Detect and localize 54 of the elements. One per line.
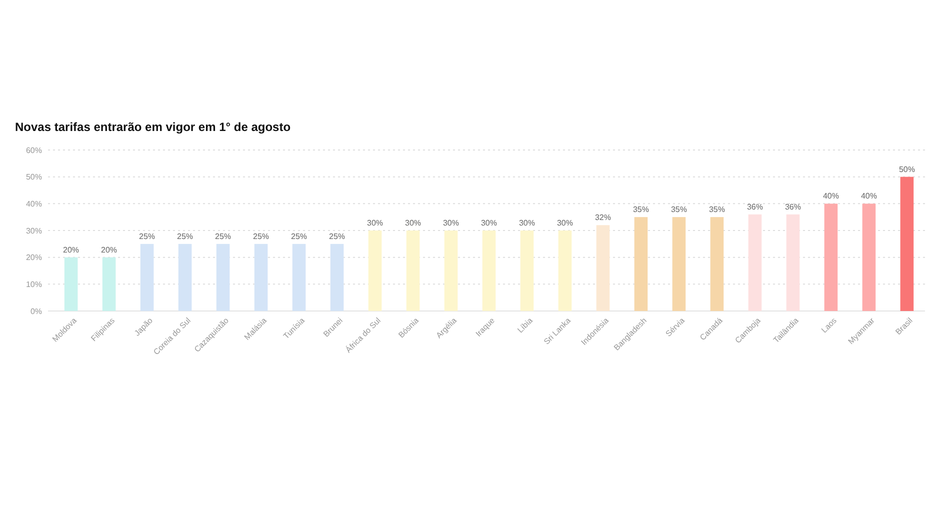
data-label: 36% bbox=[746, 202, 763, 212]
bar bbox=[558, 230, 572, 311]
bar bbox=[824, 204, 838, 311]
bar bbox=[102, 257, 116, 311]
data-label: 30% bbox=[556, 218, 573, 228]
bar bbox=[64, 257, 78, 311]
bar bbox=[862, 204, 876, 311]
bar bbox=[672, 217, 686, 311]
y-tick-label: 50% bbox=[26, 172, 42, 182]
data-label: 30% bbox=[442, 218, 460, 228]
bar bbox=[596, 225, 610, 311]
data-label: 25% bbox=[177, 232, 194, 241]
data-label: 20% bbox=[101, 245, 118, 254]
data-label: 30% bbox=[405, 218, 422, 228]
bar bbox=[406, 230, 420, 311]
data-label: 35% bbox=[670, 205, 687, 214]
bar bbox=[710, 217, 724, 311]
chart-title: Novas tarifas entrarão em vigor em 1° de agosto bbox=[15, 120, 291, 134]
data-label: 30% bbox=[518, 218, 536, 228]
data-label: 32% bbox=[594, 213, 611, 222]
y-tick-label: 60% bbox=[26, 146, 42, 155]
bar bbox=[368, 230, 382, 311]
data-label: 25% bbox=[253, 232, 270, 241]
y-tick-label: 10% bbox=[26, 280, 42, 289]
data-label: 36% bbox=[784, 202, 801, 212]
bar bbox=[520, 230, 534, 311]
data-label: 35% bbox=[708, 205, 725, 214]
data-label: 20% bbox=[63, 245, 80, 254]
y-tick-label: 30% bbox=[26, 226, 42, 236]
data-label: 25% bbox=[329, 232, 346, 241]
data-label: 50% bbox=[898, 164, 915, 174]
data-label: 40% bbox=[860, 192, 877, 201]
data-label: 30% bbox=[480, 218, 498, 228]
bar bbox=[482, 230, 496, 311]
data-label: 35% bbox=[632, 205, 649, 214]
data-label: 40% bbox=[822, 192, 839, 201]
y-tick-label: 20% bbox=[26, 253, 42, 262]
bar bbox=[254, 244, 268, 311]
data-label: 25% bbox=[215, 232, 232, 241]
y-tick-label: 0% bbox=[30, 306, 42, 316]
bar bbox=[444, 230, 458, 311]
bar bbox=[292, 244, 306, 311]
data-label: 25% bbox=[291, 232, 308, 241]
bar bbox=[748, 214, 762, 311]
y-tick-label: 40% bbox=[26, 199, 42, 208]
bar bbox=[330, 244, 344, 311]
data-label: 25% bbox=[139, 232, 156, 241]
bar bbox=[216, 244, 230, 311]
bar bbox=[900, 176, 914, 311]
bar bbox=[140, 244, 154, 311]
bar bbox=[634, 217, 648, 311]
bar bbox=[786, 214, 800, 311]
bar bbox=[178, 244, 192, 311]
data-label: 30% bbox=[367, 218, 384, 228]
